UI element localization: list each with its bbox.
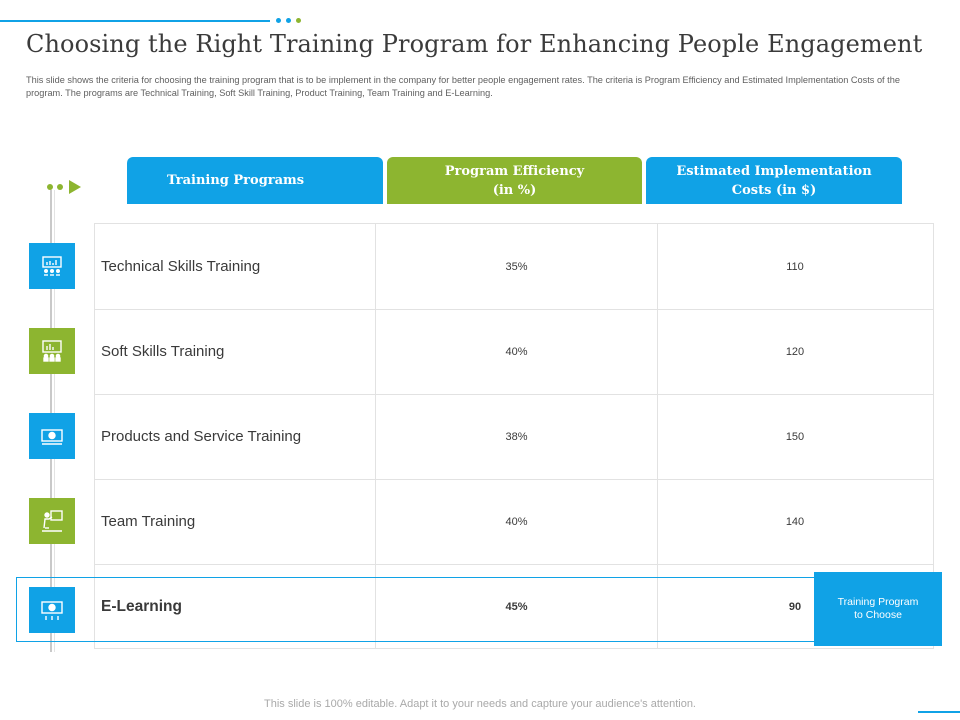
table-row: Team Training 40% 140 [95, 479, 933, 565]
program-efficiency: 45% [376, 564, 658, 649]
timeline-arrow [47, 180, 81, 194]
trainer-board-icon [29, 498, 75, 544]
program-name: Soft Skills Training [95, 309, 376, 394]
bottom-accent-line [918, 711, 960, 713]
table-row-highlighted: E-Learning 45% 90 [95, 564, 933, 649]
team-presentation-icon [29, 328, 75, 374]
money-board-icon [29, 413, 75, 459]
program-efficiency: 35% [376, 224, 658, 309]
recommended-badge: Training Program to Choose [814, 572, 942, 646]
program-name: Team Training [95, 479, 376, 564]
program-name: Technical Skills Training [95, 224, 376, 309]
program-cost: 110 [786, 260, 804, 273]
program-efficiency: 40% [376, 309, 658, 394]
page-description: This slide shows the criteria for choosi… [26, 75, 900, 98]
header-costs-line2: Costs (in $) [731, 182, 817, 198]
selected-row-frame [16, 577, 816, 642]
page-title: Choosing the Right Training Program for … [26, 30, 923, 58]
table-row: Soft Skills Training 40% 120 [95, 309, 933, 395]
program-efficiency: 38% [376, 394, 658, 479]
program-name: Products and Service Training [95, 394, 376, 479]
footer-note: This slide is 100% editable. Adapt it to… [264, 698, 696, 710]
presentation-chart-icon [29, 243, 75, 289]
table-row: Technical Skills Training 35% 110 [95, 224, 933, 310]
header-costs-line1: Estimated Implementation [676, 163, 872, 179]
program-cost: 140 [785, 515, 805, 528]
program-name: E-Learning [95, 564, 376, 649]
header-implementation-costs: Estimated Implementation Costs (in $) [646, 157, 902, 204]
badge-line2: to Choose [854, 609, 902, 621]
top-accent-line [0, 20, 270, 22]
program-efficiency: 40% [376, 479, 658, 564]
program-cost: 150 [785, 430, 805, 443]
header-training-programs-label: Training Programs [167, 173, 305, 188]
program-cost: 90 [788, 600, 802, 613]
top-accent-dots [276, 18, 301, 23]
header-efficiency-line2: (in %) [492, 182, 537, 198]
program-cost: 120 [785, 345, 805, 358]
badge-line1: Training Program [837, 596, 919, 608]
header-efficiency-line1: Program Efficiency [444, 163, 585, 179]
header-training-programs: Training Programs [127, 157, 383, 204]
money-board-icon [29, 587, 75, 633]
training-programs-table: Technical Skills Training 35% 110 Soft S… [94, 223, 934, 649]
table-row: Products and Service Training 38% 150 [95, 394, 933, 480]
header-program-efficiency: Program Efficiency (in %) [387, 157, 642, 204]
